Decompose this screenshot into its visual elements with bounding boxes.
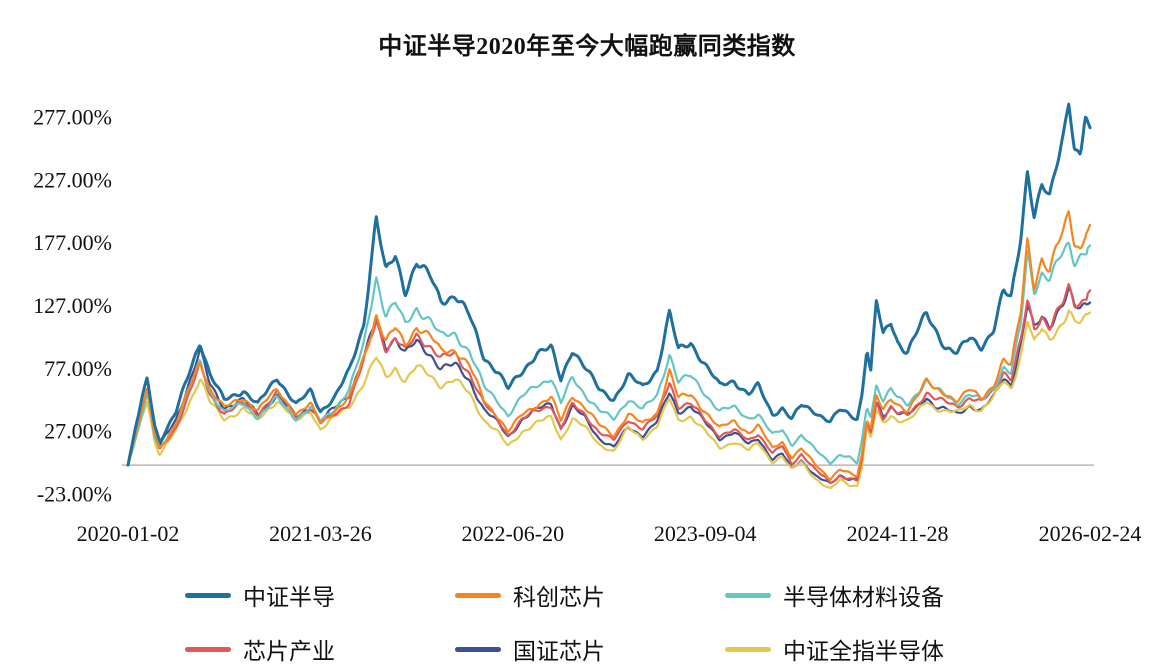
legend-swatch	[185, 646, 231, 652]
legend-item[interactable]: 中证半导	[185, 568, 455, 622]
chart-title: 中证半导2020年至今大幅跑赢同类指数	[378, 34, 796, 60]
legend-swatch	[185, 592, 231, 598]
y-axis-tick-label: 177.00%	[33, 230, 112, 255]
legend-grid: 中证半导 科创芯片 半导体材料设备芯片产业 国证芯片 中证全指半导体	[185, 568, 1174, 664]
legend-item[interactable]: 国证芯片	[455, 622, 725, 664]
series-line	[126, 210, 1092, 481]
legend-label: 半导体材料设备	[783, 585, 944, 610]
series-line	[126, 309, 1092, 490]
legend-swatch	[455, 646, 501, 652]
legend-label: 芯片产业	[243, 639, 335, 664]
x-axis-tick-label: 2023-09-04	[654, 521, 757, 546]
legend-swatch	[725, 646, 771, 652]
series-line	[126, 102, 1092, 467]
y-axis-tick-label: 27.00%	[44, 419, 112, 444]
chart-legend: 中证半导 科创芯片 半导体材料设备芯片产业 国证芯片 中证全指半导体	[0, 568, 1174, 664]
y-axis-tick-label: 277.00%	[33, 105, 112, 130]
y-axis-tick-label: -23.00%	[37, 482, 112, 507]
legend-label: 国证芯片	[513, 639, 605, 664]
y-axis-tick-label: 77.00%	[44, 356, 112, 381]
legend-label: 科创芯片	[513, 585, 605, 610]
x-axis-tick-label: 2026-02-24	[1039, 521, 1142, 546]
legend-item[interactable]: 中证全指半导体	[725, 622, 995, 664]
legend-label: 中证全指半导体	[783, 639, 944, 664]
y-axis-tick-label: 227.00%	[33, 167, 112, 192]
x-axis-tick-label: 2024-11-28	[847, 521, 949, 546]
y-axis-tick-label: 127.00%	[33, 293, 112, 318]
legend-item[interactable]: 半导体材料设备	[725, 568, 995, 622]
series-line	[126, 286, 1092, 485]
legend-item[interactable]: 科创芯片	[455, 568, 725, 622]
x-axis-tick-label: 2021-03-26	[269, 521, 372, 546]
x-axis-tick-label: 2020-01-02	[77, 521, 180, 546]
legend-item[interactable]: 芯片产业	[185, 622, 455, 664]
x-axis-tick-label: 2022-06-20	[461, 521, 564, 546]
legend-swatch	[455, 592, 501, 598]
legend-swatch	[725, 592, 771, 598]
legend-label: 中证半导	[243, 585, 335, 610]
